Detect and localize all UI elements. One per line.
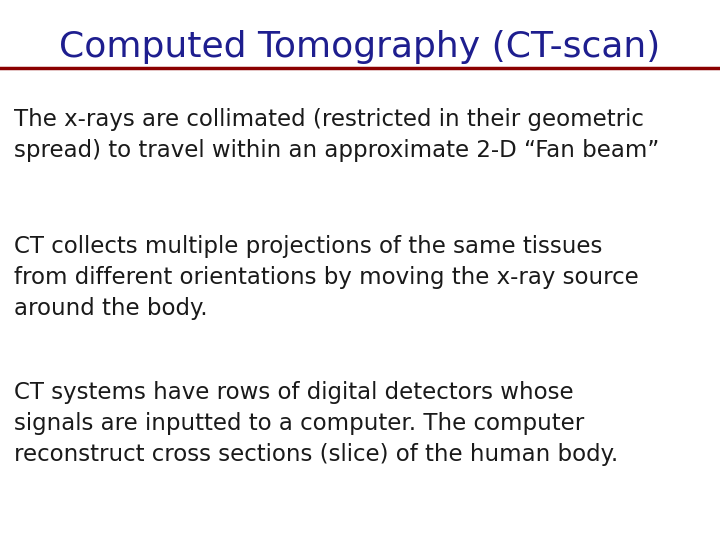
Text: Computed Tomography (CT-scan): Computed Tomography (CT-scan) <box>59 30 661 64</box>
Text: CT collects multiple projections of the same tissues
from different orientations: CT collects multiple projections of the … <box>14 235 639 320</box>
Text: The x-rays are collimated (restricted in their geometric
spread) to travel withi: The x-rays are collimated (restricted in… <box>14 108 660 162</box>
Text: CT systems have rows of digital detectors whose
signals are inputted to a comput: CT systems have rows of digital detector… <box>14 381 618 466</box>
